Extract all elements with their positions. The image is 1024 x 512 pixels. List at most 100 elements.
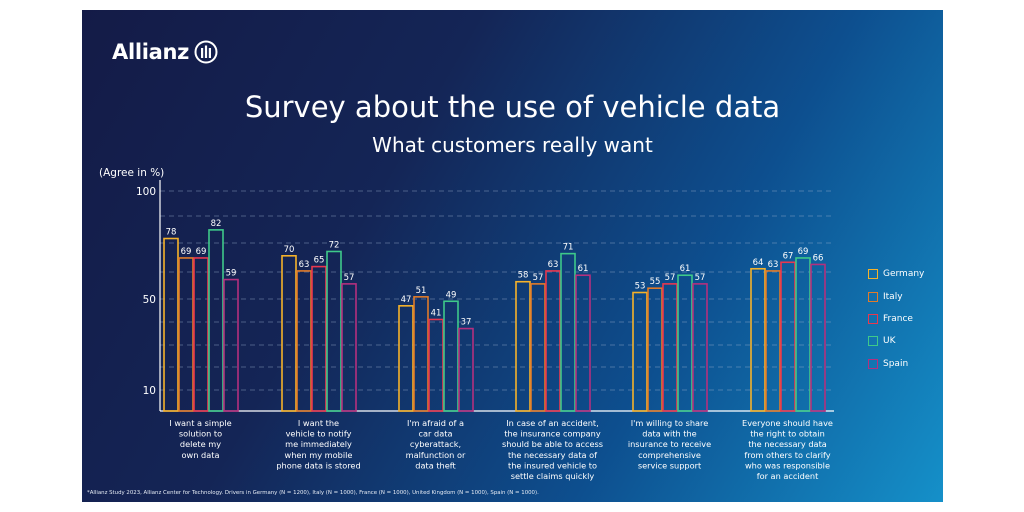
bar-value-label: 57 bbox=[533, 273, 544, 283]
bar-value-label: 53 bbox=[635, 282, 646, 292]
page-subtitle: What customers really want bbox=[372, 133, 653, 157]
category-label: settle claims quickly bbox=[511, 471, 595, 481]
infographic-panel: Allianz Survey about the use of vehicle … bbox=[82, 10, 943, 502]
y-tick-label: 50 bbox=[143, 294, 156, 306]
bar bbox=[341, 283, 357, 412]
legend-item: UK bbox=[868, 330, 924, 352]
legend-item: France bbox=[868, 308, 924, 330]
category-label: the insured vehicle to bbox=[508, 460, 597, 470]
legend-item: Spain bbox=[868, 353, 924, 375]
y-axis-label: (Agree in %) bbox=[99, 167, 164, 179]
legend-label: UK bbox=[883, 336, 896, 347]
legend-swatch bbox=[868, 291, 878, 302]
bar bbox=[193, 257, 209, 412]
category-label: the necessary data bbox=[748, 439, 827, 449]
bar-value-label: 69 bbox=[196, 247, 207, 257]
bar bbox=[810, 263, 826, 412]
bar-value-label: 37 bbox=[461, 318, 472, 328]
legend-label: Italy bbox=[883, 291, 903, 302]
bar bbox=[560, 252, 576, 412]
bar-value-label: 41 bbox=[431, 308, 442, 318]
bar bbox=[530, 283, 546, 412]
bar bbox=[780, 261, 796, 412]
bar-value-label: 55 bbox=[650, 277, 661, 287]
category-label: the insurance company bbox=[504, 429, 601, 439]
category-label: Everyone should have bbox=[742, 418, 833, 428]
category-label: I want the bbox=[298, 418, 339, 428]
legend-swatch bbox=[868, 358, 878, 369]
chart-legend: Germany Italy France UK Spain bbox=[868, 263, 924, 375]
bar bbox=[750, 267, 766, 412]
bar-value-label: 70 bbox=[284, 245, 295, 255]
category-label: the right to obtain bbox=[750, 429, 825, 439]
bar bbox=[795, 257, 811, 412]
category-label: data theft bbox=[415, 460, 456, 470]
category-label: solution to bbox=[179, 429, 222, 439]
bar-value-label: 64 bbox=[753, 258, 764, 268]
category-label: when my mobile bbox=[285, 450, 353, 460]
bar bbox=[692, 283, 708, 412]
category-label: car data bbox=[419, 429, 453, 439]
legend-swatch bbox=[868, 269, 878, 280]
bar bbox=[326, 250, 342, 412]
bar-value-label: 66 bbox=[813, 253, 824, 263]
bar bbox=[223, 278, 239, 412]
bar bbox=[458, 327, 474, 412]
bar bbox=[632, 291, 648, 412]
bar-value-label: 61 bbox=[578, 264, 589, 274]
category-label: phone data is stored bbox=[276, 460, 360, 470]
category-label: who was responsible bbox=[745, 460, 830, 470]
brand-name: Allianz bbox=[112, 40, 190, 64]
bar bbox=[178, 257, 194, 412]
bar-value-label: 69 bbox=[181, 247, 192, 257]
bar-value-label: 58 bbox=[518, 271, 529, 281]
bar-value-label: 69 bbox=[798, 247, 809, 257]
bar bbox=[662, 283, 678, 412]
category-label: I want a simple bbox=[169, 418, 231, 428]
legend-item: Italy bbox=[868, 285, 924, 307]
legend-item: Germany bbox=[868, 263, 924, 285]
y-tick-label: 100 bbox=[136, 186, 156, 198]
bar-value-label: 63 bbox=[768, 260, 779, 270]
bar bbox=[677, 274, 693, 412]
legend-label: France bbox=[883, 313, 913, 324]
category-label: I'm afraid of a bbox=[407, 418, 464, 428]
category-label: I'm willing to share bbox=[631, 418, 709, 428]
category-label: comprehensive bbox=[638, 450, 701, 460]
bar-value-label: 71 bbox=[563, 243, 574, 253]
y-tick-label: 10 bbox=[143, 385, 156, 397]
bar bbox=[413, 296, 429, 412]
bar bbox=[163, 237, 179, 412]
bar bbox=[515, 280, 531, 412]
category-label: delete my bbox=[180, 439, 221, 449]
bar-value-label: 67 bbox=[783, 251, 794, 261]
bar-value-label: 65 bbox=[314, 256, 325, 266]
bar bbox=[428, 318, 444, 412]
bar bbox=[398, 305, 414, 412]
allianz-logo: Allianz bbox=[112, 40, 218, 64]
bar-value-label: 82 bbox=[211, 219, 222, 229]
bar bbox=[281, 255, 297, 412]
category-label: me immediately bbox=[285, 439, 352, 449]
legend-swatch bbox=[868, 336, 878, 347]
category-label: service support bbox=[638, 460, 702, 470]
category-label: insurance to receive bbox=[628, 439, 711, 449]
bar bbox=[765, 270, 781, 412]
category-label: for an accident bbox=[757, 471, 819, 481]
bar-value-label: 63 bbox=[299, 260, 310, 270]
bar bbox=[443, 300, 459, 412]
bar bbox=[208, 229, 224, 412]
category-label: In case of an accident, bbox=[506, 418, 598, 428]
bar-value-label: 61 bbox=[680, 264, 691, 274]
bar-value-label: 49 bbox=[446, 290, 457, 300]
bar bbox=[647, 287, 663, 412]
bar-value-label: 51 bbox=[416, 286, 427, 296]
category-label: should be able to access bbox=[502, 439, 603, 449]
category-label: from others to clarify bbox=[744, 450, 830, 460]
category-label: cyberattack, bbox=[410, 439, 461, 449]
bar bbox=[311, 265, 327, 412]
footnote: *Allianz Study 2023, Allianz Center for … bbox=[87, 490, 539, 496]
legend-swatch bbox=[868, 313, 878, 324]
category-label: vehicle to notify bbox=[286, 429, 352, 439]
legend-label: Spain bbox=[883, 358, 909, 369]
